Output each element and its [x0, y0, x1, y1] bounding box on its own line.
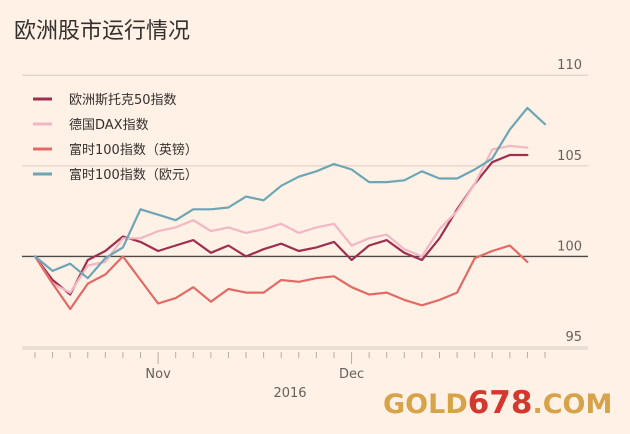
x-axis: Nov Dec 2016: [22, 348, 588, 401]
series-line-2: [33, 144, 529, 294]
watermark-com: .COM: [532, 389, 612, 420]
watermark-gold: GOLD: [383, 389, 468, 420]
series-line-4: [33, 106, 547, 280]
watermark-678: 678: [468, 385, 533, 421]
y-tick-label: 110: [557, 58, 582, 73]
chart-title: 欧洲股市运行情况: [14, 19, 190, 44]
legend-label-1: 欧洲斯托克50指数: [69, 93, 177, 108]
y-tick-label: 95: [565, 330, 582, 345]
grid: 95 100 105 110: [22, 58, 588, 348]
x-year-label: 2016: [273, 386, 306, 401]
x-tick-label: Nov: [145, 367, 171, 382]
y-tick-label: 105: [557, 149, 582, 164]
series-line-3: [33, 244, 529, 311]
legend-label-2: 德国DAX指数: [69, 118, 149, 133]
svg-text:GOLD678.COM: GOLD678.COM: [383, 385, 612, 421]
y-tick-label: 100: [557, 239, 582, 254]
series-line-1: [33, 153, 529, 296]
watermark: GOLD678.COM: [383, 385, 612, 421]
x-tick-label: Dec: [339, 367, 364, 382]
series-lines: [33, 106, 547, 311]
legend-label-4: 富时100指数（欧元）: [69, 167, 198, 183]
legend-label-3: 富时100指数（英镑）: [69, 142, 198, 158]
